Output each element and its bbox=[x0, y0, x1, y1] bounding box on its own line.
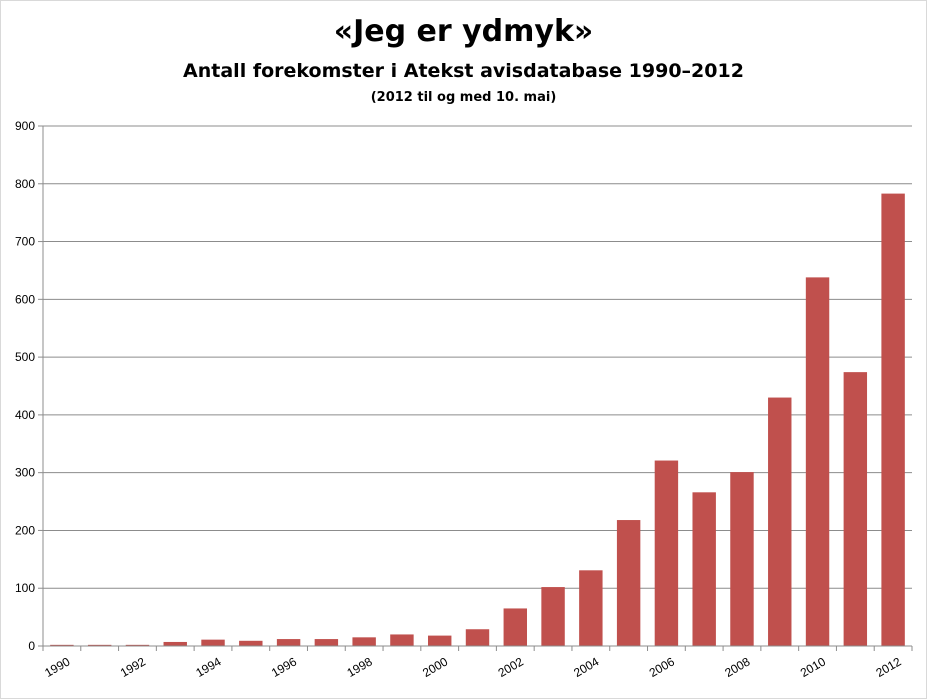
y-tick-label: 100 bbox=[15, 581, 35, 595]
gridlines bbox=[43, 125, 912, 589]
x-tick-label: 1992 bbox=[118, 654, 148, 680]
y-tick-label: 900 bbox=[15, 119, 35, 133]
bar-1990 bbox=[50, 644, 74, 646]
bar-2000 bbox=[428, 635, 452, 646]
bar-1995 bbox=[239, 640, 263, 646]
x-tick-label: 1998 bbox=[345, 654, 375, 680]
y-tick-label: 600 bbox=[15, 292, 35, 306]
bar-1994 bbox=[201, 639, 225, 646]
bar-2010 bbox=[805, 277, 830, 646]
bar-2006 bbox=[654, 460, 679, 646]
y-tick-label: 0 bbox=[28, 639, 35, 653]
bar-2009 bbox=[768, 397, 792, 646]
bar-1999 bbox=[390, 634, 414, 646]
chart-subtitle: Antall forekomster i Atekst avisdatabase… bbox=[183, 60, 744, 82]
y-tick-label: 200 bbox=[15, 523, 35, 537]
y-axis: 0 100 200 300 400 500 600 700 800 900 bbox=[15, 119, 44, 653]
bar-2001 bbox=[465, 629, 490, 646]
bar-2004 bbox=[579, 570, 603, 646]
bar-1996 bbox=[276, 639, 301, 646]
x-axis: 1990 1992 1994 1996 1998 2000 2002 2004 2006 2008… bbox=[42, 645, 913, 680]
y-tick-label: 500 bbox=[15, 350, 35, 364]
y-tick-label: 800 bbox=[15, 177, 35, 191]
bar-2002 bbox=[503, 608, 527, 646]
x-tick-label: 2004 bbox=[571, 654, 601, 680]
bars bbox=[50, 193, 905, 646]
x-tick-label: 2006 bbox=[647, 654, 677, 680]
x-tick-label: 2012 bbox=[873, 654, 903, 680]
bar-1993 bbox=[163, 641, 187, 646]
bar-2005 bbox=[616, 520, 641, 646]
x-tick-label: 1996 bbox=[269, 654, 299, 680]
x-tick-label: 2002 bbox=[496, 654, 526, 680]
bar-2007 bbox=[692, 492, 716, 646]
x-tick-label: 2010 bbox=[798, 654, 828, 680]
x-tick-label: 1994 bbox=[193, 654, 223, 680]
bar-2003 bbox=[541, 587, 565, 646]
y-tick-label: 400 bbox=[15, 408, 35, 422]
chart-title: «Jeg er ydmyk» bbox=[333, 14, 594, 49]
bar-1992 bbox=[125, 644, 150, 646]
bar-2011 bbox=[843, 372, 868, 646]
y-tick-label: 700 bbox=[15, 235, 35, 249]
x-tick-label: 2000 bbox=[420, 654, 450, 680]
y-tick-label: 300 bbox=[15, 466, 35, 480]
x-tick-label: 1990 bbox=[42, 654, 72, 680]
bar-1997 bbox=[314, 639, 339, 646]
bar-2008 bbox=[730, 472, 754, 646]
x-tick-label: 2008 bbox=[722, 654, 752, 680]
bar-1998 bbox=[352, 637, 376, 646]
chart-note: (2012 til og med 10. mai) bbox=[370, 90, 557, 105]
bar-2012 bbox=[881, 193, 905, 646]
bar-1991 bbox=[87, 644, 112, 646]
